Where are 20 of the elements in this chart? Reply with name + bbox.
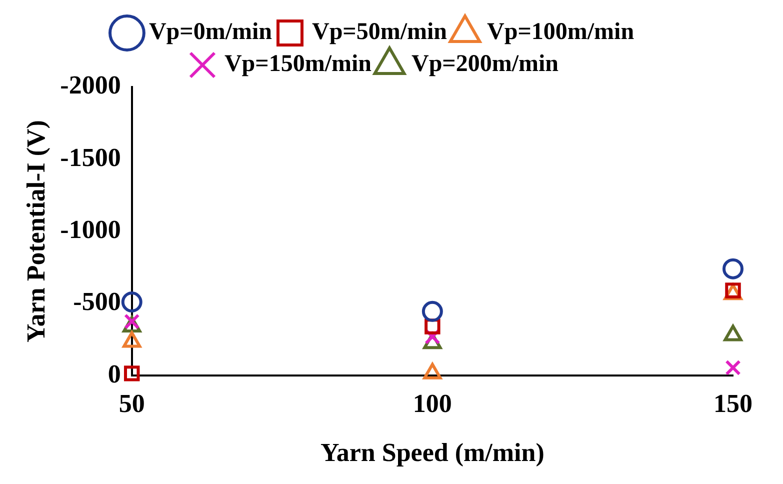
- y-tick-label: -1000: [60, 215, 121, 244]
- point: [422, 300, 443, 322]
- point: [124, 366, 140, 382]
- point: [725, 360, 741, 376]
- legend-label: Vp=200m/min: [412, 51, 559, 78]
- y-tick-label: 0: [108, 359, 121, 388]
- y-tick-label: -1500: [60, 142, 121, 172]
- x-tick-label: 100: [412, 388, 452, 418]
- point: [121, 292, 142, 313]
- x-axis-title: Yarn Speed (m/min): [320, 438, 544, 468]
- legend-label: Vp=100m/min: [487, 19, 634, 46]
- legend-label: Vp=150m/min: [224, 51, 372, 78]
- y-axis-title: Yarn Potential-I (V): [21, 120, 50, 343]
- x-tick-label: 50: [118, 388, 145, 418]
- legend-label: Vp=0m/min: [148, 19, 272, 46]
- point: [722, 258, 744, 280]
- y-tick-label: -2000: [60, 70, 121, 100]
- y-tick-label: -500: [73, 287, 121, 316]
- x-tick-label: 150: [714, 388, 752, 418]
- legend-label: Vp=50m/min: [312, 19, 448, 46]
